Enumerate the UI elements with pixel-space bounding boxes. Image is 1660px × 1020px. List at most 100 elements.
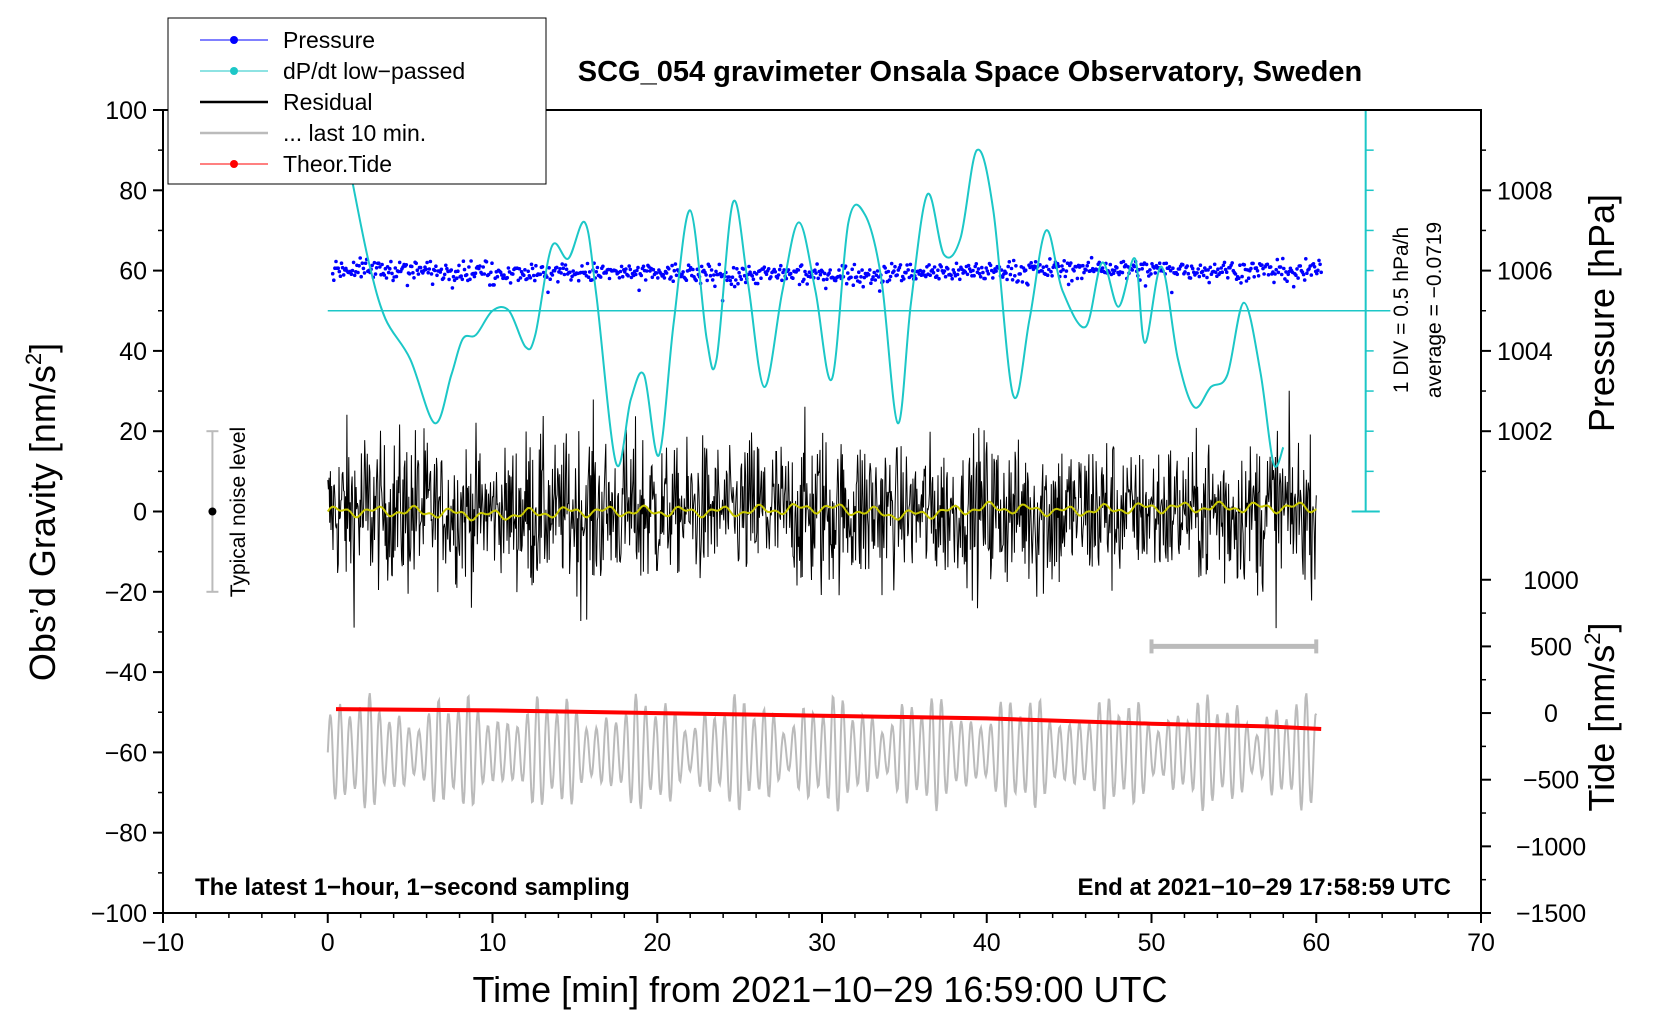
tide-tick-label: 1000 [1523,567,1579,595]
pressure-point [951,268,956,272]
pressure-point [1018,272,1022,276]
y-axis-title-left-text: Obs’d Gravity [nm/s [22,365,63,681]
pressure-point [1167,265,1172,269]
x-tick-label: 0 [321,929,335,957]
pressure-point [886,269,891,274]
pressure-point [1196,267,1200,271]
pressure-point [636,265,640,270]
pressure-point [412,276,416,280]
pressure-point [587,270,592,274]
pressure-point [460,277,465,282]
pressure-point [851,283,856,288]
pressure-point [1262,272,1266,276]
pressure-point [1021,266,1026,270]
pressure-point [984,266,988,270]
pressure-point [336,266,341,271]
pressure-point [754,272,759,276]
pressure-point [902,277,906,281]
pressure-point [380,262,384,267]
pressure-point [893,264,897,269]
pressure-point [1233,272,1238,276]
pressure-point [1311,262,1316,266]
pressure-point [506,266,511,270]
pressure-point [1190,266,1195,271]
pressure-point [1004,271,1008,275]
pressure-point [813,268,817,273]
pressure-point [1108,262,1113,267]
pressure-point [1219,266,1223,270]
pressure-point [908,262,913,267]
pressure-point [546,290,550,295]
pressure-point [1317,258,1321,263]
pressure-point [407,272,412,276]
residual-smoothed-series [326,500,1317,522]
pressure-point [1242,263,1247,267]
pressure-point [704,273,708,277]
pressure-point [930,268,935,272]
pressure-point [664,271,669,275]
pressure-point [1251,261,1255,266]
pressure-point [370,263,375,268]
pressure-point [796,268,801,272]
pressure-point [1149,272,1153,276]
pressure-point [352,273,357,278]
pressure-point [356,270,360,275]
pressure-point [1029,261,1033,265]
pressure-point [780,278,784,283]
pressure-point [538,272,543,277]
pressure-point [956,268,961,272]
pressure-point [1268,265,1273,269]
pressure-point [467,265,471,269]
pressure-point [1318,262,1322,267]
pressure-point [586,275,591,280]
pressure-point [736,281,740,286]
pressure-point [814,271,818,275]
pressure-point [1298,264,1303,268]
pressure-point [1041,265,1046,270]
y-tick-label: 0 [133,499,147,527]
pressure-point [952,270,957,275]
pressure-point [555,265,559,270]
pressure-point [560,262,564,266]
pressure-point [1000,275,1005,279]
pressure-point [846,271,850,275]
pressure-point [910,269,915,273]
pressure-point [332,278,336,283]
legend-swatch-marker [230,36,238,44]
pressure-point [1040,269,1044,273]
x-tick-label: 20 [643,929,671,957]
pressure-point [973,264,977,269]
y-tick-label: 80 [119,177,147,205]
pressure-point [1286,272,1290,277]
pressure-point [699,264,704,269]
pressure-point [714,269,718,274]
pressure-point [1224,270,1229,275]
pressure-point [424,267,428,272]
pressure-point [498,270,503,275]
pressure-point [739,277,744,282]
pressure-point [1244,279,1249,283]
pressure-point [1097,260,1102,265]
pressure-point [791,276,795,281]
pressure-point [654,271,659,275]
pressure-point [1008,272,1013,277]
pressure-point [985,269,990,273]
pressure-point [469,259,473,263]
pressure-point [441,276,446,280]
pressure-point [872,270,876,275]
pressure-point [357,264,361,268]
pressure-point [576,278,581,283]
pressure-point [397,260,402,265]
pressure-point [516,278,521,283]
y-axis-title-left-end: ] [22,343,63,353]
pressure-point [645,269,649,273]
pressure-point [983,276,987,281]
pressure-point [1014,264,1018,268]
pressure-point [822,271,827,276]
pressure-point [330,271,335,276]
pressure-point [1212,262,1217,267]
pressure-point [1177,267,1182,271]
pressure-point [427,267,432,271]
pressure-point [1066,282,1071,287]
pressure-point [1069,261,1073,265]
